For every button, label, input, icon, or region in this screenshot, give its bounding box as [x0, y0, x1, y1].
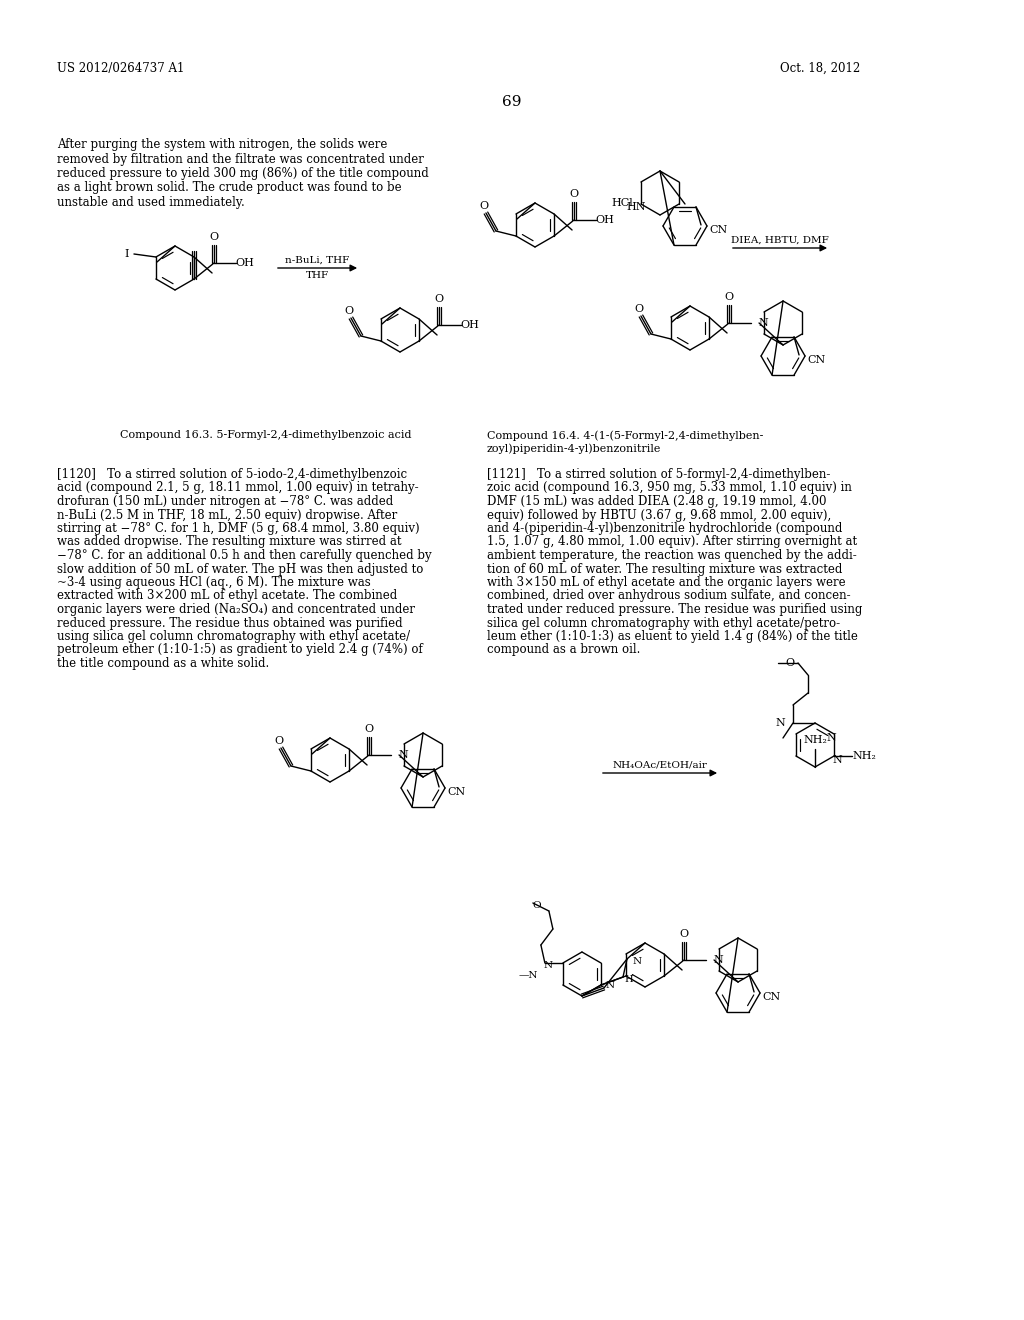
Text: zoic acid (compound 16.3, 950 mg, 5.33 mmol, 1.10 equiv) in: zoic acid (compound 16.3, 950 mg, 5.33 m…: [487, 482, 852, 495]
Text: O: O: [635, 304, 643, 314]
Text: extracted with 3×200 mL of ethyl acetate. The combined: extracted with 3×200 mL of ethyl acetate…: [57, 590, 397, 602]
Text: organic layers were dried (Na₂SO₄) and concentrated under: organic layers were dried (Na₂SO₄) and c…: [57, 603, 415, 616]
Text: OH: OH: [236, 257, 255, 268]
Text: stirring at −78° C. for 1 h, DMF (5 g, 68.4 mmol, 3.80 equiv): stirring at −78° C. for 1 h, DMF (5 g, 6…: [57, 521, 420, 535]
Text: N: N: [398, 750, 408, 760]
Text: O: O: [479, 201, 488, 211]
Text: with 3×150 mL of ethyl acetate and the organic layers were: with 3×150 mL of ethyl acetate and the o…: [487, 576, 846, 589]
Text: as a light brown solid. The crude product was found to be: as a light brown solid. The crude produc…: [57, 181, 401, 194]
Text: CN: CN: [762, 991, 780, 1002]
Text: compound as a brown oil.: compound as a brown oil.: [487, 644, 640, 656]
Text: O: O: [274, 737, 284, 746]
Text: reduced pressure. The residue thus obtained was purified: reduced pressure. The residue thus obtai…: [57, 616, 402, 630]
Text: Oct. 18, 2012: Oct. 18, 2012: [780, 62, 860, 75]
Text: O: O: [532, 902, 541, 911]
Text: CN: CN: [709, 224, 727, 235]
Text: [1120]   To a stirred solution of 5-iodo-2,4-dimethylbenzoic: [1120] To a stirred solution of 5-iodo-2…: [57, 469, 408, 480]
Text: unstable and used immediately.: unstable and used immediately.: [57, 195, 245, 209]
Text: O: O: [365, 723, 374, 734]
Text: ambient temperature, the reaction was quenched by the addi-: ambient temperature, the reaction was qu…: [487, 549, 857, 562]
Text: O: O: [725, 292, 733, 302]
Text: O: O: [210, 232, 218, 242]
Text: US 2012/0264737 A1: US 2012/0264737 A1: [57, 62, 184, 75]
Text: combined, dried over anhydrous sodium sulfate, and concen-: combined, dried over anhydrous sodium su…: [487, 590, 851, 602]
Text: −78° C. for an additional 0.5 h and then carefully quenched by: −78° C. for an additional 0.5 h and then…: [57, 549, 432, 562]
Text: n-BuLi (2.5 M in THF, 18 mL, 2.50 equiv) dropwise. After: n-BuLi (2.5 M in THF, 18 mL, 2.50 equiv)…: [57, 508, 397, 521]
Text: zoyl)piperidin-4-yl)benzonitrile: zoyl)piperidin-4-yl)benzonitrile: [487, 444, 662, 454]
Text: OH: OH: [461, 319, 479, 330]
Text: N: N: [758, 318, 768, 327]
Text: reduced pressure to yield 300 mg (86%) of the title compound: reduced pressure to yield 300 mg (86%) o…: [57, 168, 429, 180]
Text: O: O: [434, 294, 443, 304]
Text: [1121]   To a stirred solution of 5-formyl-2,4-dimethylben-: [1121] To a stirred solution of 5-formyl…: [487, 469, 830, 480]
Text: —N: —N: [518, 970, 538, 979]
Text: HN: HN: [627, 202, 646, 213]
Text: Compound 16.3. 5-Formyl-2,4-dimethylbenzoic acid: Compound 16.3. 5-Formyl-2,4-dimethylbenz…: [120, 430, 412, 440]
Text: NH₄OAc/EtOH/air: NH₄OAc/EtOH/air: [612, 760, 708, 770]
Text: leum ether (1:10-1:3) as eluent to yield 1.4 g (84%) of the title: leum ether (1:10-1:3) as eluent to yield…: [487, 630, 858, 643]
Text: After purging the system with nitrogen, the solids were: After purging the system with nitrogen, …: [57, 139, 387, 150]
Text: NH₂: NH₂: [852, 751, 876, 762]
Text: using silica gel column chromatography with ethyl acetate/: using silica gel column chromatography w…: [57, 630, 411, 643]
Text: N: N: [544, 961, 553, 969]
Text: and 4-(piperidin-4-yl)benzonitrile hydrochloride (compound: and 4-(piperidin-4-yl)benzonitrile hydro…: [487, 521, 843, 535]
Text: H: H: [625, 974, 633, 983]
Text: 1.5, 1.07 g, 4.80 mmol, 1.00 equiv). After stirring overnight at: 1.5, 1.07 g, 4.80 mmol, 1.00 equiv). Aft…: [487, 536, 857, 549]
Text: O: O: [680, 929, 688, 939]
Text: silica gel column chromatography with ethyl acetate/petro-: silica gel column chromatography with et…: [487, 616, 840, 630]
Text: N: N: [605, 982, 614, 990]
Text: petroleum ether (1:10-1:5) as gradient to yield 2.4 g (74%) of: petroleum ether (1:10-1:5) as gradient t…: [57, 644, 423, 656]
Text: N: N: [826, 733, 836, 743]
Text: the title compound as a white solid.: the title compound as a white solid.: [57, 657, 269, 671]
Text: drofuran (150 mL) under nitrogen at −78° C. was added: drofuran (150 mL) under nitrogen at −78°…: [57, 495, 393, 508]
Text: N: N: [713, 954, 723, 965]
Text: O: O: [569, 189, 579, 199]
Text: DIEA, HBTU, DMF: DIEA, HBTU, DMF: [731, 235, 828, 244]
Text: acid (compound 2.1, 5 g, 18.11 mmol, 1.00 equiv) in tetrahy-: acid (compound 2.1, 5 g, 18.11 mmol, 1.0…: [57, 482, 419, 495]
Text: was added dropwise. The resulting mixture was stirred at: was added dropwise. The resulting mixtur…: [57, 536, 401, 549]
Text: N: N: [833, 755, 842, 766]
Text: trated under reduced pressure. The residue was purified using: trated under reduced pressure. The resid…: [487, 603, 862, 616]
Text: N: N: [633, 957, 642, 965]
Text: slow addition of 50 mL of water. The pH was then adjusted to: slow addition of 50 mL of water. The pH …: [57, 562, 423, 576]
Text: CN: CN: [807, 355, 825, 364]
Text: equiv) followed by HBTU (3.67 g, 9.68 mmol, 2.00 equiv),: equiv) followed by HBTU (3.67 g, 9.68 mm…: [487, 508, 831, 521]
Text: n-BuLi, THF: n-BuLi, THF: [286, 256, 349, 264]
Text: N: N: [775, 718, 785, 729]
Text: 69: 69: [502, 95, 522, 110]
Text: O: O: [344, 306, 353, 315]
Text: DMF (15 mL) was added DIEA (2.48 g, 19.19 mmol, 4.00: DMF (15 mL) was added DIEA (2.48 g, 19.1…: [487, 495, 826, 508]
Text: HCl: HCl: [611, 198, 633, 209]
Text: CN: CN: [447, 787, 465, 797]
Text: I: I: [125, 249, 129, 259]
Text: tion of 60 mL of water. The resulting mixture was extracted: tion of 60 mL of water. The resulting mi…: [487, 562, 843, 576]
Text: NH₂: NH₂: [803, 735, 827, 744]
Text: THF: THF: [306, 271, 329, 280]
Text: ~3-4 using aqueous HCl (aq., 6 M). The mixture was: ~3-4 using aqueous HCl (aq., 6 M). The m…: [57, 576, 371, 589]
Text: OH: OH: [596, 215, 614, 224]
Text: removed by filtration and the filtrate was concentrated under: removed by filtration and the filtrate w…: [57, 153, 424, 165]
Text: O: O: [785, 657, 795, 668]
Text: Compound 16.4. 4-(1-(5-Formyl-2,4-dimethylben-: Compound 16.4. 4-(1-(5-Formyl-2,4-dimeth…: [487, 430, 763, 441]
